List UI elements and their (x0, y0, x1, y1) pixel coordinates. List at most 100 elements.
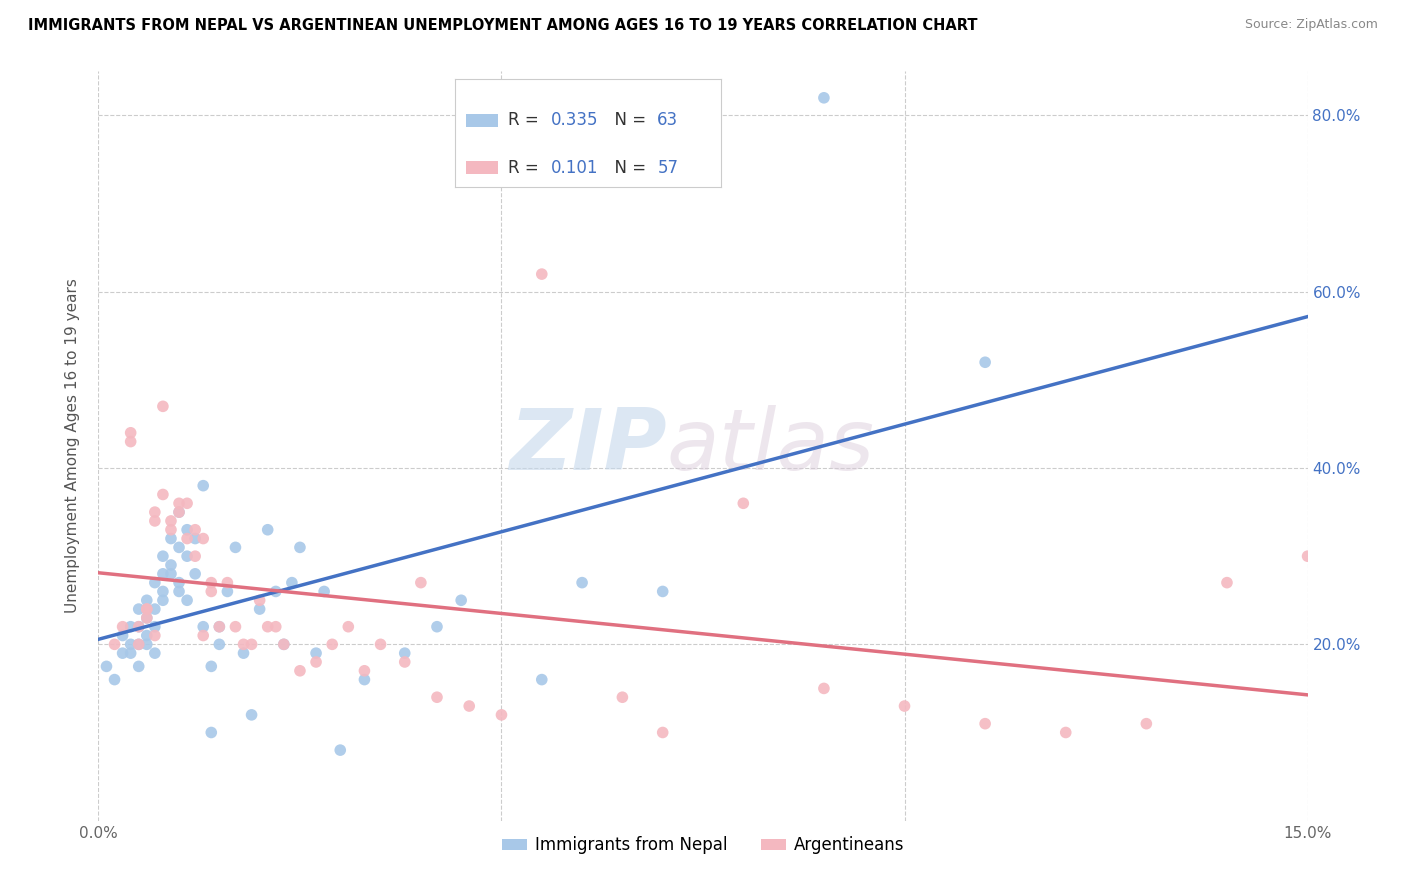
Point (193, 620, 215, 634)
Point (353, 673, 375, 687)
Point (249, 593, 271, 607)
Point (409, 575, 432, 590)
Point (143, 514, 166, 528)
Point (111, 646, 134, 660)
Text: IMMIGRANTS FROM NEPAL VS ARGENTINEAN UNEMPLOYMENT AMONG AGES 16 TO 19 YEARS CORR: IMMIGRANTS FROM NEPAL VS ARGENTINEAN UNE… (28, 18, 977, 33)
Point (135, 602, 157, 616)
Point (120, 620, 142, 634)
Point (176, 496, 198, 510)
Point (152, 487, 174, 501)
Point (273, 637, 295, 651)
Point (193, 628, 215, 642)
Point (571, 575, 593, 590)
Point (200, 659, 222, 673)
Point (96, 659, 118, 673)
Point (111, 620, 134, 634)
Point (530, 267, 553, 281)
Point (152, 400, 174, 414)
Point (491, 707, 513, 722)
Point (176, 593, 198, 607)
Point (733, 496, 755, 510)
Point (128, 620, 150, 634)
Point (167, 541, 190, 555)
Point (167, 584, 190, 599)
Point (426, 620, 449, 634)
Point (651, 725, 673, 739)
Point (329, 743, 352, 757)
Point (167, 505, 190, 519)
Point (152, 566, 174, 581)
Point (224, 620, 246, 634)
Point (167, 505, 190, 519)
Point (160, 514, 183, 528)
Point (128, 637, 150, 651)
Point (314, 584, 336, 599)
Point (143, 602, 166, 616)
Point (103, 637, 125, 651)
Point (208, 620, 231, 634)
Point (128, 602, 150, 616)
Point (458, 699, 481, 714)
Point (264, 584, 287, 599)
Point (813, 681, 835, 696)
Point (120, 434, 142, 449)
Point (288, 541, 311, 555)
Point (394, 655, 416, 669)
Point (217, 584, 239, 599)
Point (143, 620, 166, 634)
Point (160, 566, 183, 581)
Point (135, 593, 157, 607)
Point (1216, 575, 1239, 590)
Point (200, 725, 222, 739)
Point (143, 505, 166, 519)
Point (273, 637, 295, 651)
Point (288, 664, 311, 678)
Point (193, 532, 215, 546)
Point (1054, 725, 1077, 739)
Point (128, 637, 150, 651)
Point (193, 478, 215, 492)
Point (135, 602, 157, 616)
Point (103, 673, 125, 687)
Point (200, 584, 222, 599)
Point (120, 425, 142, 440)
Point (321, 637, 343, 651)
Point (974, 716, 997, 731)
Point (152, 549, 174, 564)
Point (135, 611, 157, 625)
Point (974, 355, 997, 369)
Point (184, 532, 207, 546)
Point (232, 637, 254, 651)
Point (167, 575, 190, 590)
Text: Source: ZipAtlas.com: Source: ZipAtlas.com (1244, 18, 1378, 31)
Point (135, 628, 157, 642)
Legend: Immigrants from Nepal, Argentineans: Immigrants from Nepal, Argentineans (495, 830, 911, 861)
Point (208, 637, 231, 651)
Point (450, 593, 472, 607)
Text: atlas: atlas (666, 404, 875, 488)
Point (264, 620, 287, 634)
Point (128, 659, 150, 673)
Point (353, 664, 375, 678)
Point (426, 690, 449, 705)
Point (305, 646, 328, 660)
Point (176, 523, 198, 537)
Point (120, 637, 142, 651)
Point (135, 611, 157, 625)
Point (893, 699, 915, 714)
Point (224, 541, 246, 555)
Point (135, 637, 157, 651)
Point (232, 646, 254, 660)
Point (111, 628, 134, 642)
Point (256, 523, 278, 537)
Point (176, 549, 198, 564)
Point (240, 707, 263, 722)
Point (208, 620, 231, 634)
Point (612, 690, 634, 705)
Y-axis label: Unemployment Among Ages 16 to 19 years: Unemployment Among Ages 16 to 19 years (65, 278, 80, 614)
Point (249, 602, 271, 616)
Point (143, 628, 166, 642)
Point (813, 91, 835, 105)
Point (184, 566, 207, 581)
Point (217, 575, 239, 590)
